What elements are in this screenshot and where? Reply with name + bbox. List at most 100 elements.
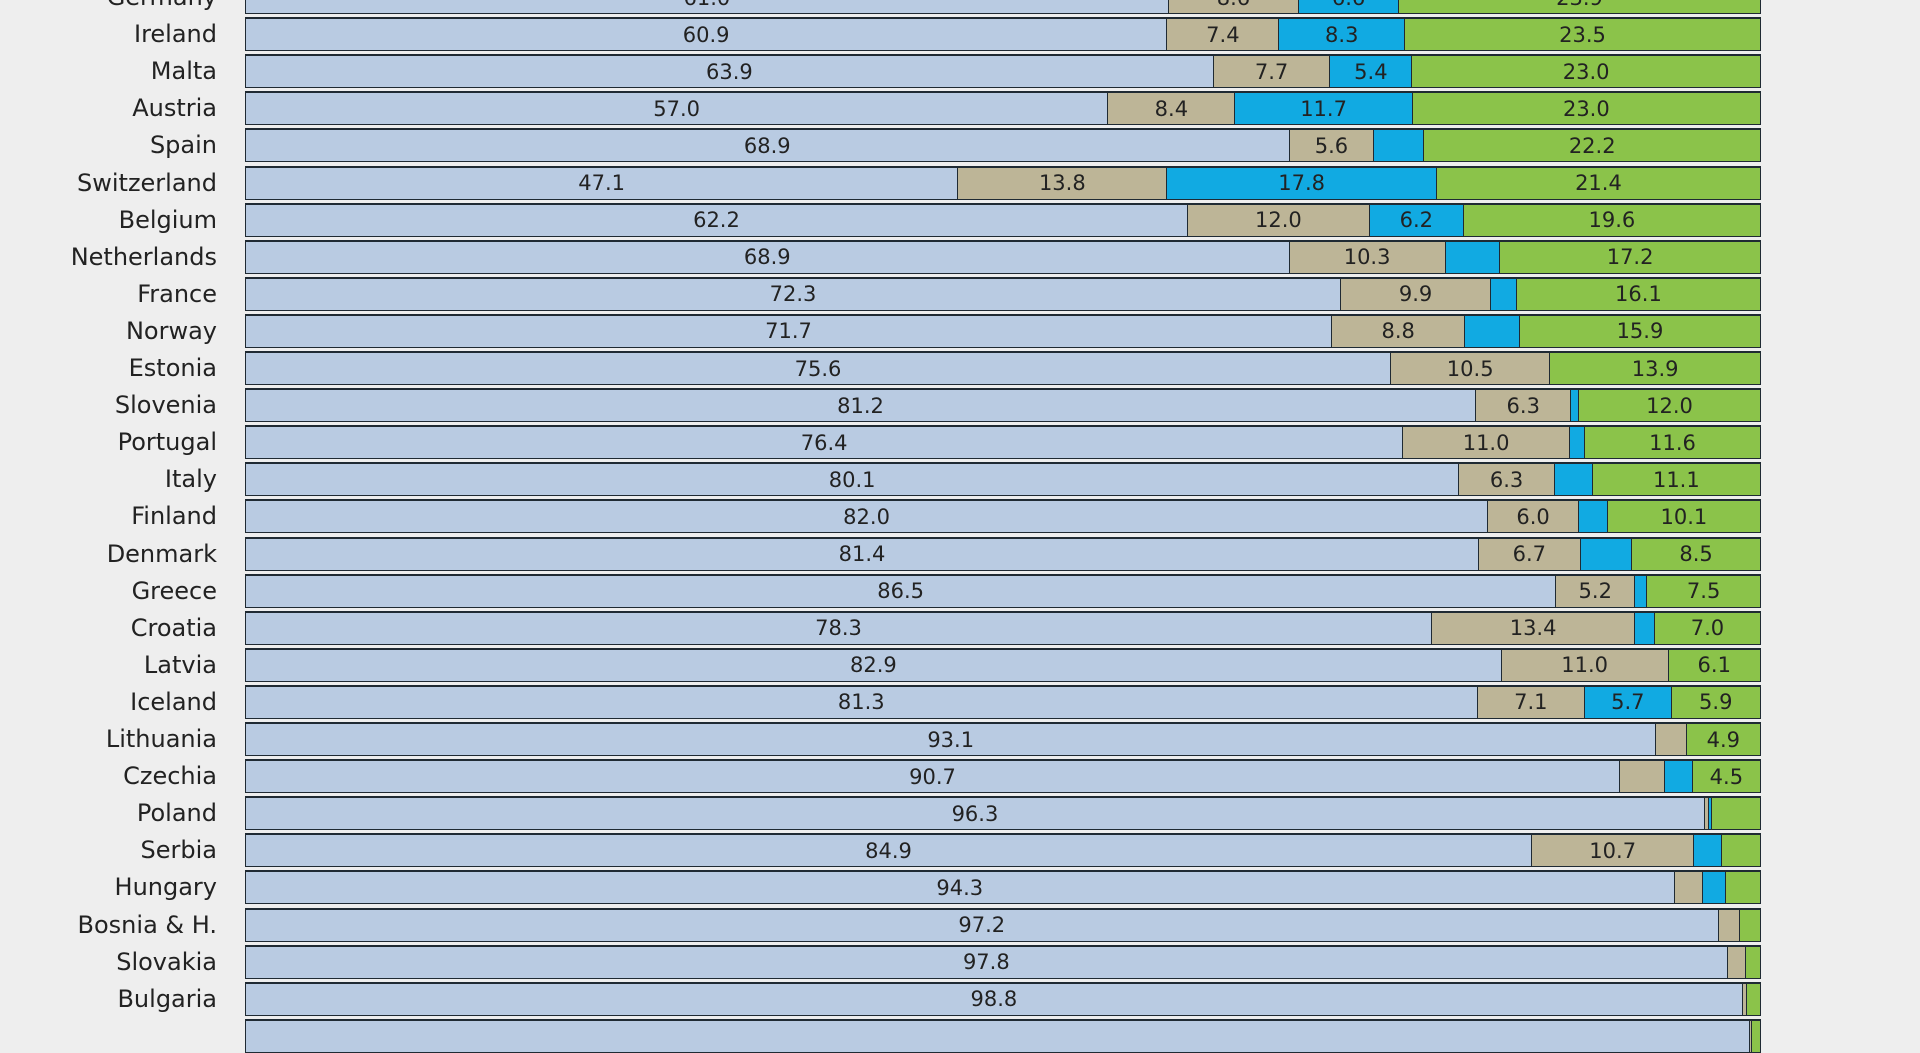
bar-segment: 6.7 — [1479, 538, 1581, 570]
data-label: 68.9 — [743, 133, 791, 158]
data-label: 71.7 — [765, 319, 812, 344]
bar-segment — [1739, 909, 1761, 941]
bar-segment: 93.1 — [245, 724, 1657, 755]
data-label: 63.9 — [705, 59, 753, 84]
data-label: 5.7 — [1611, 690, 1645, 715]
data-label: 81.2 — [837, 393, 884, 418]
data-label: 6.2 — [1399, 208, 1434, 233]
data-label: 8.5 — [1679, 542, 1713, 566]
bar-segment — [1742, 983, 1748, 1015]
category-label: Portugal — [117, 428, 217, 457]
data-label: 61.0 — [684, 0, 731, 10]
data-label: 21.4 — [1575, 171, 1622, 195]
data-label: 82.0 — [843, 504, 890, 529]
data-label: 10.7 — [1589, 838, 1637, 863]
category-label: Switzerland — [77, 168, 217, 197]
bar-segment: 5.6 — [1289, 130, 1375, 162]
bar-segment: 22.2 — [1424, 130, 1761, 162]
bar-row: 68.9 5.6 22.2 — [245, 128, 1761, 163]
category-label: Lithuania — [105, 725, 217, 753]
bar-row: 96.3 — [245, 796, 1761, 831]
bar-segment: 7.4 — [1167, 19, 1280, 51]
category-label: Denmark — [106, 539, 217, 568]
bar-row: 86.5 5.2 7.5 — [245, 573, 1761, 608]
data-label: 23.9 — [1556, 0, 1603, 10]
data-label: 10.5 — [1446, 356, 1494, 381]
bar-segment: 96.3 — [245, 798, 1705, 830]
category-label: Croatia — [130, 613, 217, 642]
bar-row: 80.1 6.3 11.1 — [245, 462, 1761, 497]
data-label: 97.8 — [962, 950, 1010, 975]
data-label: 57.0 — [653, 96, 701, 121]
data-label: 47.1 — [578, 171, 626, 195]
category-label: Malta — [150, 57, 217, 86]
bar-segment: 12.0 — [1187, 204, 1370, 236]
data-label: 4.5 — [1709, 764, 1744, 789]
bar-segment: 10.1 — [1607, 501, 1761, 533]
data-label: 5.2 — [1578, 579, 1612, 604]
data-label: 8.4 — [1154, 96, 1189, 121]
data-label: 13.4 — [1509, 616, 1557, 641]
bar-segment: 13.9 — [1550, 353, 1761, 384]
data-label: 78.3 — [815, 616, 862, 641]
data-label: 11.0 — [1561, 653, 1608, 678]
bar-segment: 84.9 — [245, 835, 1533, 867]
category-label: Bulgaria — [117, 984, 217, 1013]
bar-segment: 57.0 — [245, 93, 1109, 125]
data-label: 11.6 — [1649, 430, 1696, 455]
bar-segment: 78.3 — [245, 612, 1433, 644]
data-label: 7.0 — [1690, 616, 1725, 641]
category-label: Norway — [125, 316, 217, 345]
data-label: 13.8 — [1038, 171, 1086, 195]
bar-segment: 16.1 — [1516, 278, 1761, 310]
bar-segment — [1491, 278, 1517, 310]
bar-segment: 82.9 — [245, 649, 1502, 681]
bar-segment — [245, 1020, 1751, 1052]
bar-segment — [1718, 909, 1740, 941]
bar-row: 81.3 7.1 5.7 5.9 — [245, 684, 1761, 719]
bar-segment: 23.5 — [1405, 19, 1761, 51]
bar-segment: 81.3 — [245, 686, 1478, 718]
bar-segment: 47.1 — [245, 167, 959, 199]
category-label: Italy — [164, 465, 217, 494]
category-label: Hungary — [114, 873, 217, 902]
category-label: Poland — [136, 799, 217, 828]
category-label: Finland — [131, 502, 217, 531]
bar-segment: 60.9 — [245, 19, 1168, 51]
data-label: 81.3 — [837, 690, 885, 715]
category-label: Ireland — [133, 20, 217, 49]
bar-segment: 5.7 — [1585, 686, 1672, 718]
data-label: 84.9 — [865, 838, 912, 863]
bar-segment — [1374, 130, 1425, 162]
bar-segment: 9.9 — [1341, 278, 1492, 310]
data-label: 19.6 — [1588, 208, 1636, 233]
bar-row: 63.9 7.7 5.4 23.0 — [245, 54, 1761, 89]
bar-segment: 11.0 — [1501, 649, 1669, 681]
data-label: 13.9 — [1631, 356, 1679, 381]
bar-segment: 97.8 — [245, 946, 1728, 978]
data-label: 6.7 — [1512, 542, 1546, 566]
bar-segment: 75.6 — [245, 353, 1392, 384]
bar-segment — [1579, 501, 1608, 533]
bar-segment: 82.0 — [245, 501, 1489, 533]
category-label: Slovakia — [116, 947, 217, 976]
bar-segment: 81.2 — [245, 390, 1476, 422]
bar-segment — [1445, 241, 1501, 273]
bar-row: 68.9 10.3 17.2 — [245, 239, 1761, 274]
bar-segment: 94.3 — [245, 872, 1675, 904]
data-label: 6.3 — [1489, 467, 1524, 492]
data-label: 6.6 — [1332, 0, 1365, 10]
bar-segment: 11.7 — [1235, 93, 1413, 125]
bar-row: 82.9 11.0 6.1 — [245, 647, 1761, 682]
bar-segment: 8.8 — [1331, 315, 1466, 347]
data-label: 90.7 — [909, 764, 956, 789]
stacked-bar-chart: Germany 61.0 8.6 6.6 23.9 Ireland 60.9 7.4 8.3 23… — [71, 0, 1761, 1053]
category-label: Czechia — [123, 762, 217, 791]
data-label: 17.2 — [1606, 245, 1654, 270]
bar-row: 57.0 8.4 11.7 23.0 — [245, 91, 1761, 126]
category-label: Latvia — [143, 650, 217, 679]
bar-row: 94.3 — [245, 870, 1761, 905]
data-label: 4.9 — [1706, 727, 1741, 752]
bar-row: 62.2 12.0 6.2 19.6 — [245, 202, 1761, 237]
bar-segment: 97.2 — [245, 909, 1719, 941]
